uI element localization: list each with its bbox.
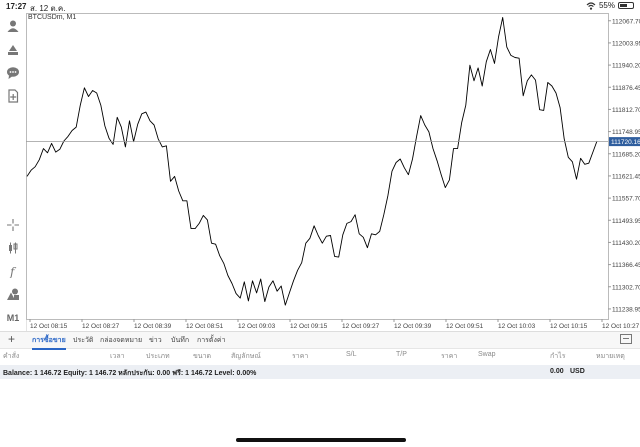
- chat-icon[interactable]: [4, 64, 22, 82]
- x-tick-label: 12 Oct 10:03: [498, 323, 536, 330]
- col-type: ประเภท: [146, 353, 170, 360]
- col-order: คำสั่ง: [3, 353, 20, 360]
- panel-toggle-icon[interactable]: [620, 334, 632, 344]
- indicator-icon[interactable]: f: [4, 262, 22, 280]
- col-swap: Swap: [478, 351, 496, 358]
- x-tick-label: 12 Oct 09:39: [394, 323, 432, 330]
- x-tick-label: 12 Oct 08:39: [134, 323, 172, 330]
- y-tick-label: 111748.95: [612, 129, 640, 136]
- x-tick-label: 12 Oct 10:27: [602, 323, 640, 330]
- tab-journal[interactable]: บันทึก: [171, 337, 190, 344]
- home-indicator: [236, 438, 406, 442]
- x-tick-label: 12 Oct 08:15: [30, 323, 68, 330]
- current-price-label: 111720.16: [611, 139, 640, 146]
- col-price: ราคา: [292, 353, 309, 360]
- y-tick-label: 111430.20: [612, 240, 640, 247]
- col-symbol: สัญลักษณ์: [231, 353, 261, 360]
- candles-icon[interactable]: [4, 239, 22, 257]
- tab-news[interactable]: ข่าว: [149, 337, 162, 344]
- crosshair-icon[interactable]: [4, 216, 22, 234]
- status-date: ส. 12 ต.ค.: [30, 4, 66, 13]
- x-tick-label: 12 Oct 08:27: [82, 323, 120, 330]
- chart-symbol: BTCUSDm, M1: [28, 14, 77, 21]
- tab-settings[interactable]: การตั้งค่า: [197, 337, 226, 344]
- col-profit: กำไร: [550, 353, 566, 360]
- x-tick-label: 12 Oct 08:51: [186, 323, 224, 330]
- chart-frame: [26, 13, 609, 320]
- orders-table-header: คำสั่ง เวลา ประเภท ขนาด สัญลักษณ์ ราคา S…: [0, 348, 640, 362]
- y-tick-label: 111493.95: [612, 218, 640, 225]
- tab-trade[interactable]: การซื้อขาย: [32, 337, 66, 350]
- col-size: ขนาด: [193, 353, 212, 360]
- status-right: 55%: [586, 1, 634, 10]
- battery-percent: 55%: [598, 1, 615, 10]
- left-toolbar: f M1: [0, 13, 27, 331]
- status-time: 17:27: [6, 2, 27, 11]
- objects-icon[interactable]: [4, 285, 22, 303]
- price-chart[interactable]: 112067.70 112003.95 111940.20 111876.45 1118…: [26, 13, 640, 331]
- balance-profit: 0.00: [550, 368, 564, 375]
- tab-mailbox[interactable]: กล่องจดหมาย: [100, 337, 143, 344]
- svg-text:f: f: [9, 265, 17, 278]
- y-tick-label: 111302.70: [612, 284, 640, 291]
- balance-summary: Balance: 1 146.72 Equity: 1 146.72 หลักป…: [3, 370, 257, 377]
- trade-icon[interactable]: [4, 41, 22, 59]
- chart-area[interactable]: 112067.70 112003.95 111940.20 111876.45 1118…: [26, 13, 640, 331]
- y-tick-label: 111940.20: [612, 63, 640, 70]
- col-price2: ราคา: [441, 353, 458, 360]
- y-tick-label: 111557.70: [612, 196, 640, 203]
- y-tick-label: 111621.45: [612, 173, 640, 180]
- x-tick-label: 12 Oct 09:15: [290, 323, 328, 330]
- y-tick-label: 111366.45: [612, 262, 640, 269]
- timeframe-button[interactable]: M1: [6, 313, 20, 323]
- y-tick-label: 111876.45: [612, 85, 640, 92]
- wifi-icon: [586, 1, 596, 10]
- x-tick-label: 12 Oct 09:27: [342, 323, 380, 330]
- battery-icon: [618, 2, 634, 9]
- y-tick-label: 111685.20: [612, 151, 640, 158]
- col-sl: S/L: [346, 351, 357, 358]
- y-tick-label: 112003.95: [612, 40, 640, 47]
- account-icon[interactable]: [4, 17, 22, 35]
- x-tick-label: 12 Oct 10:15: [550, 323, 588, 330]
- terminal-tabs: + การซื้อขาย ประวัติ กล่องจดหมาย ข่าว บั…: [0, 331, 640, 350]
- current-price-tag: [609, 137, 640, 147]
- col-time: เวลา: [110, 353, 125, 360]
- tab-history[interactable]: ประวัติ: [73, 337, 94, 344]
- new-chart-icon[interactable]: [4, 87, 22, 105]
- x-tick-label: 12 Oct 09:51: [446, 323, 484, 330]
- y-tick-label: 112067.70: [612, 18, 640, 25]
- balance-currency: USD: [570, 368, 585, 375]
- y-tick-label: 111238.95: [612, 306, 640, 313]
- status-bar: 17:27 ส. 12 ต.ค. 55%: [0, 0, 640, 13]
- x-tick-label: 12 Oct 09:03: [238, 323, 276, 330]
- balance-row: Balance: 1 146.72 Equity: 1 146.72 หลักป…: [0, 365, 640, 379]
- price-series-line: [26, 17, 598, 306]
- col-tp: T/P: [396, 351, 407, 358]
- y-tick-label: 111812.70: [612, 107, 640, 114]
- col-comment: หมายเหตุ: [596, 353, 625, 360]
- add-order-button[interactable]: +: [8, 332, 16, 346]
